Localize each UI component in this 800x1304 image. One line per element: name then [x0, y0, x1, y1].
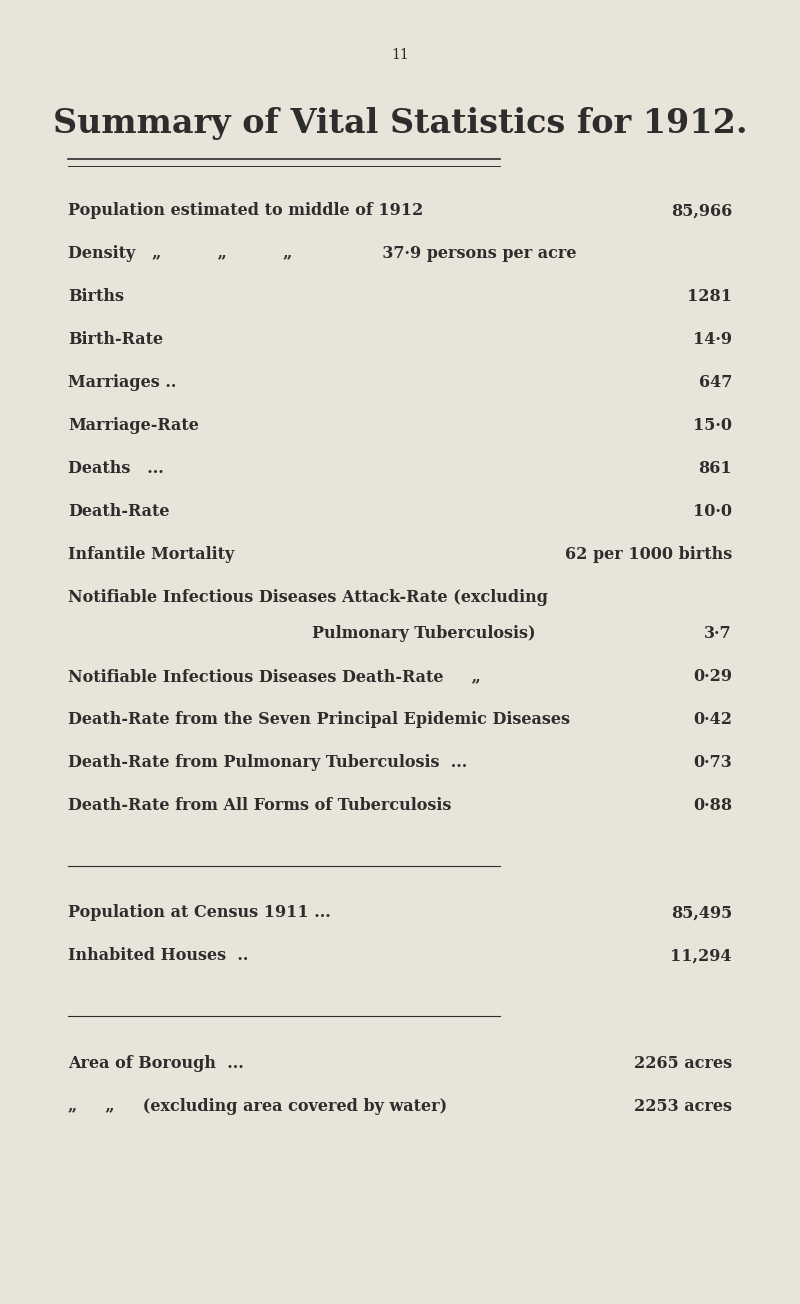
Text: 861: 861 — [698, 460, 732, 477]
Text: Notifiable Infectious Diseases Attack-Rate (excluding: Notifiable Infectious Diseases Attack-Ra… — [68, 589, 548, 606]
Text: Marriage-Rate: Marriage-Rate — [68, 417, 199, 434]
Text: 11: 11 — [391, 48, 409, 63]
Text: 2253 acres: 2253 acres — [634, 1098, 732, 1115]
Text: Population estimated to middle of 1912: Population estimated to middle of 1912 — [68, 202, 423, 219]
Text: Birth-Rate: Birth-Rate — [68, 331, 163, 348]
Text: 0·88: 0·88 — [693, 797, 732, 814]
Text: „     „     (excluding area covered by water): „ „ (excluding area covered by water) — [68, 1098, 447, 1115]
Text: 85,966: 85,966 — [670, 202, 732, 219]
Text: 2265 acres: 2265 acres — [634, 1055, 732, 1072]
Text: 647: 647 — [698, 374, 732, 391]
Text: 0·42: 0·42 — [693, 711, 732, 728]
Text: 1281: 1281 — [687, 288, 732, 305]
Text: Death-Rate from Pulmonary Tuberculosis  ...: Death-Rate from Pulmonary Tuberculosis .… — [68, 754, 467, 771]
Text: Infantile Mortality: Infantile Mortality — [68, 546, 234, 563]
Text: Population at Census 1911 ...: Population at Census 1911 ... — [68, 905, 330, 922]
Text: Density   „          „          „                37·9 persons per acre: Density „ „ „ 37·9 persons per acre — [68, 245, 577, 262]
Text: 85,495: 85,495 — [670, 905, 732, 922]
Text: Marriages ..: Marriages .. — [68, 374, 176, 391]
Text: 3·7: 3·7 — [704, 625, 732, 642]
Text: 62 per 1000 births: 62 per 1000 births — [565, 546, 732, 563]
Text: Pulmonary Tuberculosis): Pulmonary Tuberculosis) — [312, 625, 536, 642]
Text: 11,294: 11,294 — [670, 948, 732, 965]
Text: Death-Rate from the Seven Principal Epidemic Diseases: Death-Rate from the Seven Principal Epid… — [68, 711, 570, 728]
Text: Area of Borough  ...: Area of Borough ... — [68, 1055, 244, 1072]
Text: 0·29: 0·29 — [693, 668, 732, 685]
Text: Notifiable Infectious Diseases Death-Rate     „: Notifiable Infectious Diseases Death-Rat… — [68, 668, 481, 685]
Text: 0·73: 0·73 — [694, 754, 732, 771]
Text: Inhabited Houses  ..: Inhabited Houses .. — [68, 948, 248, 965]
Text: Summary of Vital Statistics for 1912.: Summary of Vital Statistics for 1912. — [53, 107, 747, 140]
Text: 14·9: 14·9 — [693, 331, 732, 348]
Text: Births: Births — [68, 288, 124, 305]
Text: Deaths   ...: Deaths ... — [68, 460, 164, 477]
Text: Death-Rate from All Forms of Tuberculosis: Death-Rate from All Forms of Tuberculosi… — [68, 797, 451, 814]
Text: 15·0: 15·0 — [693, 417, 732, 434]
Text: Death-Rate: Death-Rate — [68, 503, 170, 520]
Text: 10·0: 10·0 — [693, 503, 732, 520]
